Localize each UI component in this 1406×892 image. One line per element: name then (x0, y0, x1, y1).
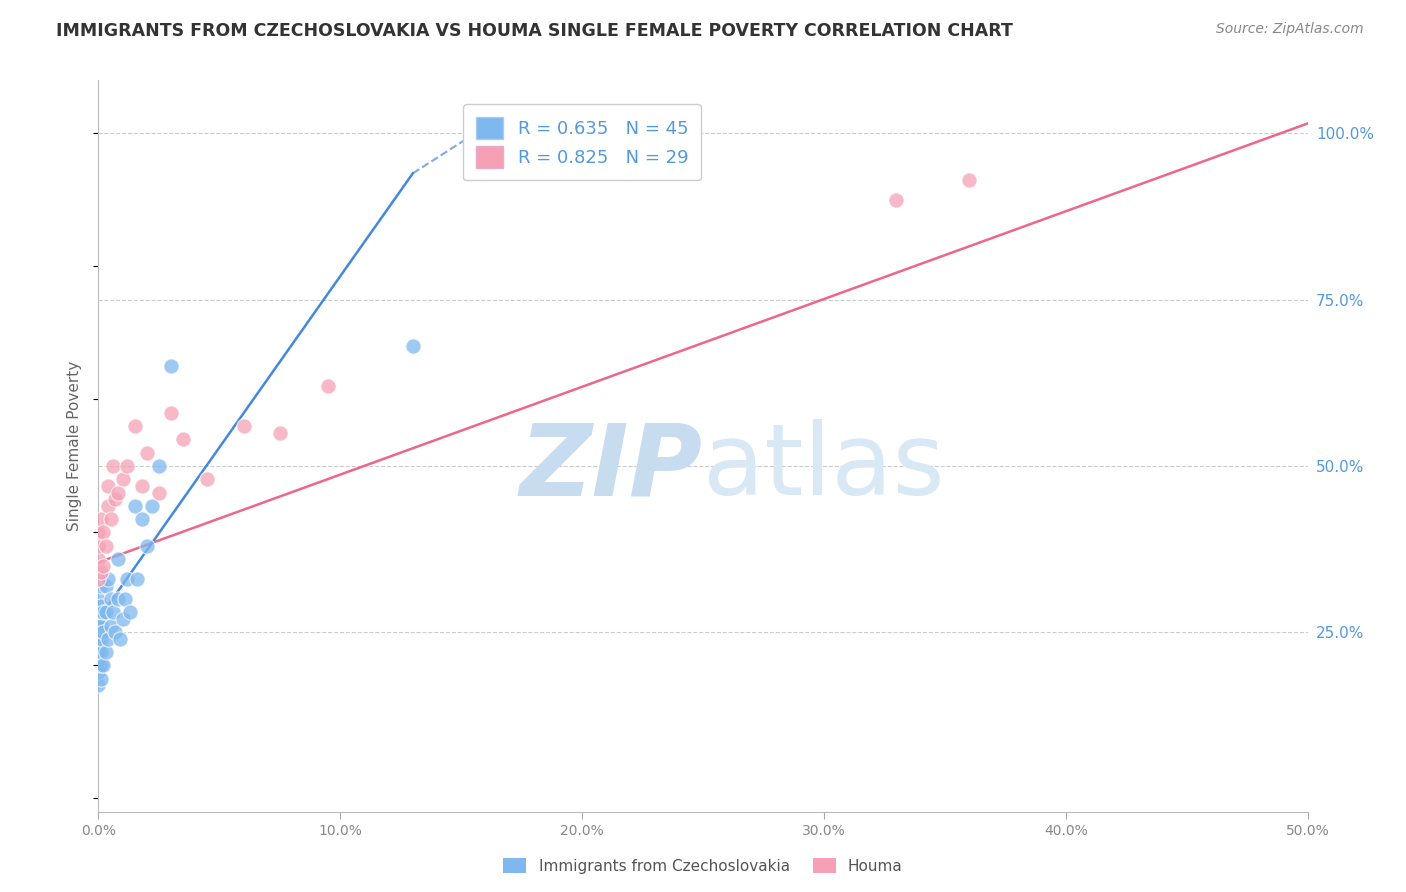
Point (101, 458, 124, 473)
Point (111, 612, 134, 626)
Point (135, 445, 157, 459)
Point (135, 539, 157, 553)
Point (91, 525, 114, 540)
Point (91, 605, 114, 619)
Point (957, 173, 980, 187)
Point (124, 419, 146, 434)
Point (100, 591, 122, 606)
Point (104, 492, 127, 507)
Point (87, 572, 110, 586)
Point (886, 193, 908, 207)
Legend: Immigrants from Czechoslovakia, Houma: Immigrants from Czechoslovakia, Houma (498, 852, 908, 880)
Point (87, 639, 110, 653)
Point (94, 645, 117, 659)
Point (195, 472, 218, 486)
Point (160, 359, 183, 374)
Point (97, 499, 120, 513)
Point (141, 499, 163, 513)
Text: ZIP: ZIP (520, 419, 703, 516)
Y-axis label: Single Female Poverty: Single Female Poverty (67, 361, 83, 531)
Point (97, 479, 120, 493)
Point (87, 645, 110, 659)
Point (172, 433, 194, 447)
Point (100, 512, 122, 526)
Point (87, 652, 110, 666)
Point (87, 605, 110, 619)
Point (90, 579, 112, 593)
Text: Source: ZipAtlas.com: Source: ZipAtlas.com (1216, 22, 1364, 37)
Point (97, 632, 120, 646)
Point (87, 552, 110, 566)
Point (118, 605, 141, 619)
Point (111, 472, 134, 486)
Point (108, 632, 131, 646)
Point (87, 632, 110, 646)
Point (101, 605, 124, 619)
Point (91, 625, 114, 640)
Point (90, 599, 112, 613)
Point (100, 618, 122, 632)
Point (94, 539, 117, 553)
Point (94, 605, 117, 619)
Point (316, 379, 339, 393)
Point (124, 499, 146, 513)
Point (97, 572, 120, 586)
Point (90, 632, 112, 646)
Point (90, 566, 112, 580)
Point (90, 672, 112, 686)
Point (117, 572, 139, 586)
Point (114, 591, 136, 606)
Point (90, 512, 112, 526)
Point (87, 665, 110, 679)
Text: atlas: atlas (703, 419, 945, 516)
Point (104, 625, 127, 640)
Point (117, 458, 139, 473)
Point (160, 406, 183, 420)
Point (232, 419, 254, 434)
Point (148, 485, 170, 500)
Point (87, 539, 110, 553)
Point (402, 339, 425, 353)
Point (90, 618, 112, 632)
Point (269, 425, 291, 440)
Point (474, 166, 496, 180)
Point (87, 678, 110, 692)
Point (107, 591, 129, 606)
Point (87, 612, 110, 626)
Point (91, 558, 114, 573)
Legend: R = 0.635   N = 45, R = 0.825   N = 29: R = 0.635 N = 45, R = 0.825 N = 29 (464, 104, 700, 180)
Point (131, 479, 153, 493)
Text: IMMIGRANTS FROM CZECHOSLOVAKIA VS HOUMA SINGLE FEMALE POVERTY CORRELATION CHART: IMMIGRANTS FROM CZECHOSLOVAKIA VS HOUMA … (56, 22, 1014, 40)
Point (87, 591, 110, 606)
Point (107, 485, 129, 500)
Point (127, 572, 149, 586)
Point (107, 552, 129, 566)
Point (90, 645, 112, 659)
Point (87, 618, 110, 632)
Point (94, 579, 117, 593)
Point (91, 658, 114, 673)
Point (90, 658, 112, 673)
Point (131, 512, 153, 526)
Point (148, 458, 170, 473)
Point (87, 525, 110, 540)
